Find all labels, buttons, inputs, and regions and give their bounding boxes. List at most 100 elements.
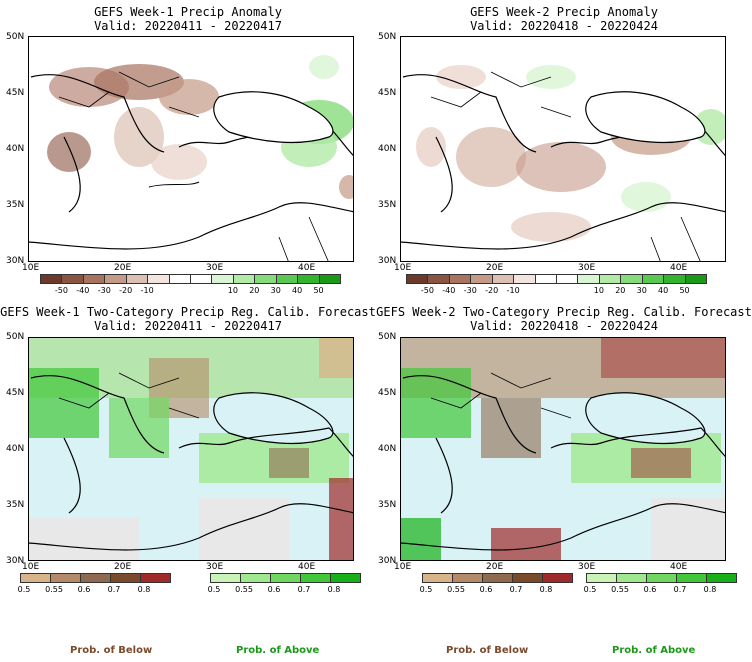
colorbar-swatch [82, 274, 106, 284]
lat-tick: 40N [378, 144, 397, 154]
lat-tick: 50N [6, 32, 25, 42]
colorbar-swatch [190, 274, 213, 284]
colorbar-label: 20 [615, 286, 626, 295]
lat-tick: 35N [6, 200, 25, 210]
colorbar-swatch [140, 573, 171, 583]
lat-tick: 30N [378, 256, 397, 266]
colorbar-swatch [104, 274, 127, 284]
colorbar-label: 0.5 [583, 585, 597, 594]
panel-title: GEFS Week-1 Two-Category Precip Reg. Cal… [0, 305, 376, 319]
colorbar-label: -40 [76, 286, 90, 295]
lon-tick: 30E [206, 263, 224, 273]
colorbar-swatch [452, 573, 483, 583]
probability-map [28, 337, 354, 561]
colorbar-swatch [80, 573, 111, 583]
panel-valid: Valid: 20220418 - 20220424 [470, 19, 658, 33]
colorbar-label: 40 [292, 286, 303, 295]
colorbar-label: 0.8 [137, 585, 151, 594]
colorbar-swatch [318, 274, 341, 284]
lat-tick: 45N [378, 88, 397, 98]
lon-tick: 10E [22, 263, 40, 273]
below-colorbar: 0.5 0.55 0.6 0.7 0.8 [18, 573, 180, 597]
anomaly-colorbar: -50 -40 -30 -20 -10 10 20 30 40 50 [406, 274, 707, 298]
lon-tick: 10E [22, 562, 40, 572]
colorbar-swatch [406, 274, 429, 284]
colorbar-label: 40 [658, 286, 669, 295]
colorbar-label: 0.6 [267, 585, 281, 594]
prob-below-title: Prob. of Below [70, 645, 153, 656]
lon-tick: 30E [578, 562, 596, 572]
colorbar-label: 0.55 [611, 585, 629, 594]
colorbar-swatch [676, 573, 707, 583]
colorbar-swatch [577, 274, 600, 284]
lon-tick: 20E [486, 263, 504, 273]
colorbar-swatch [512, 573, 543, 583]
lat-tick: 45N [6, 388, 25, 398]
colorbar-swatch [147, 274, 170, 284]
lat-tick: 40N [6, 444, 25, 454]
colorbar-label: -20 [119, 286, 133, 295]
colorbar-swatch [110, 573, 141, 583]
colorbar-swatch [491, 274, 515, 284]
lat-tick: 40N [378, 444, 397, 454]
colorbar-swatch [684, 274, 707, 284]
lon-tick: 20E [114, 562, 132, 572]
colorbar-swatch [641, 274, 665, 284]
anomaly-map [28, 36, 354, 262]
map-canvas [29, 338, 353, 560]
colorbar-swatch [330, 573, 361, 583]
colorbar-label: 0.8 [703, 585, 717, 594]
colorbar-label: 0.6 [479, 585, 493, 594]
colorbar-swatch [470, 274, 493, 284]
lat-tick: 50N [378, 332, 397, 342]
lon-tick: 10E [394, 562, 412, 572]
colorbar-swatch [20, 573, 51, 583]
colorbar-swatch [232, 274, 256, 284]
lon-tick: 40E [298, 263, 316, 273]
lat-tick: 35N [378, 500, 397, 510]
lon-tick: 10E [394, 263, 412, 273]
panel-week1-probability: GEFS Week-1 Two-Category Precip Reg. Cal… [0, 300, 376, 662]
colorbar-swatch [646, 573, 677, 583]
panel-title: GEFS Week-1 Precip Anomaly [94, 5, 282, 19]
colorbar-swatch [482, 573, 513, 583]
colorbar-label: -40 [442, 286, 456, 295]
colorbar-label: -10 [140, 286, 154, 295]
colorbar-label: 0.55 [45, 585, 63, 594]
lat-tick: 35N [378, 200, 397, 210]
panel-title: GEFS Week-2 Two-Category Precip Reg. Cal… [376, 305, 752, 319]
panel-week2-probability: GEFS Week-2 Two-Category Precip Reg. Cal… [376, 300, 752, 662]
colorbar-label: 0.5 [419, 585, 433, 594]
lon-tick: 30E [206, 562, 224, 572]
colorbar-label: -50 [420, 286, 434, 295]
panel-valid: Valid: 20220411 - 20220417 [94, 319, 282, 333]
colorbar-label: 30 [636, 286, 647, 295]
colorbar-swatch [300, 573, 331, 583]
colorbar-label: 50 [313, 286, 324, 295]
colorbar-label: 0.6 [77, 585, 91, 594]
colorbar-swatch [210, 573, 241, 583]
lat-tick: 45N [378, 388, 397, 398]
map-canvas [401, 37, 725, 261]
lon-tick: 20E [114, 263, 132, 273]
lat-tick: 30N [6, 256, 25, 266]
probability-map [400, 337, 726, 561]
panel-week1-anomaly: GEFS Week-1 Precip Anomaly Valid: 202204… [0, 0, 376, 300]
colorbar-label: 0.7 [297, 585, 311, 594]
colorbar-swatch [40, 274, 63, 284]
colorbar-swatch [275, 274, 299, 284]
colorbar-label: 0.6 [643, 585, 657, 594]
panel-valid: Valid: 20220418 - 20220424 [470, 319, 658, 333]
map-canvas [29, 37, 353, 261]
colorbar-label: -30 [97, 286, 111, 295]
colorbar-label: 10 [227, 286, 238, 295]
colorbar-swatch [542, 573, 573, 583]
above-colorbar: 0.5 0.55 0.6 0.7 0.8 [584, 573, 746, 597]
colorbar-swatch [254, 274, 277, 284]
colorbar-swatch [211, 274, 234, 284]
lon-tick: 40E [298, 562, 316, 572]
colorbar-label: -10 [506, 286, 520, 295]
colorbar-swatch [616, 573, 647, 583]
lon-tick: 40E [670, 562, 688, 572]
prob-above-title: Prob. of Above [612, 645, 696, 656]
